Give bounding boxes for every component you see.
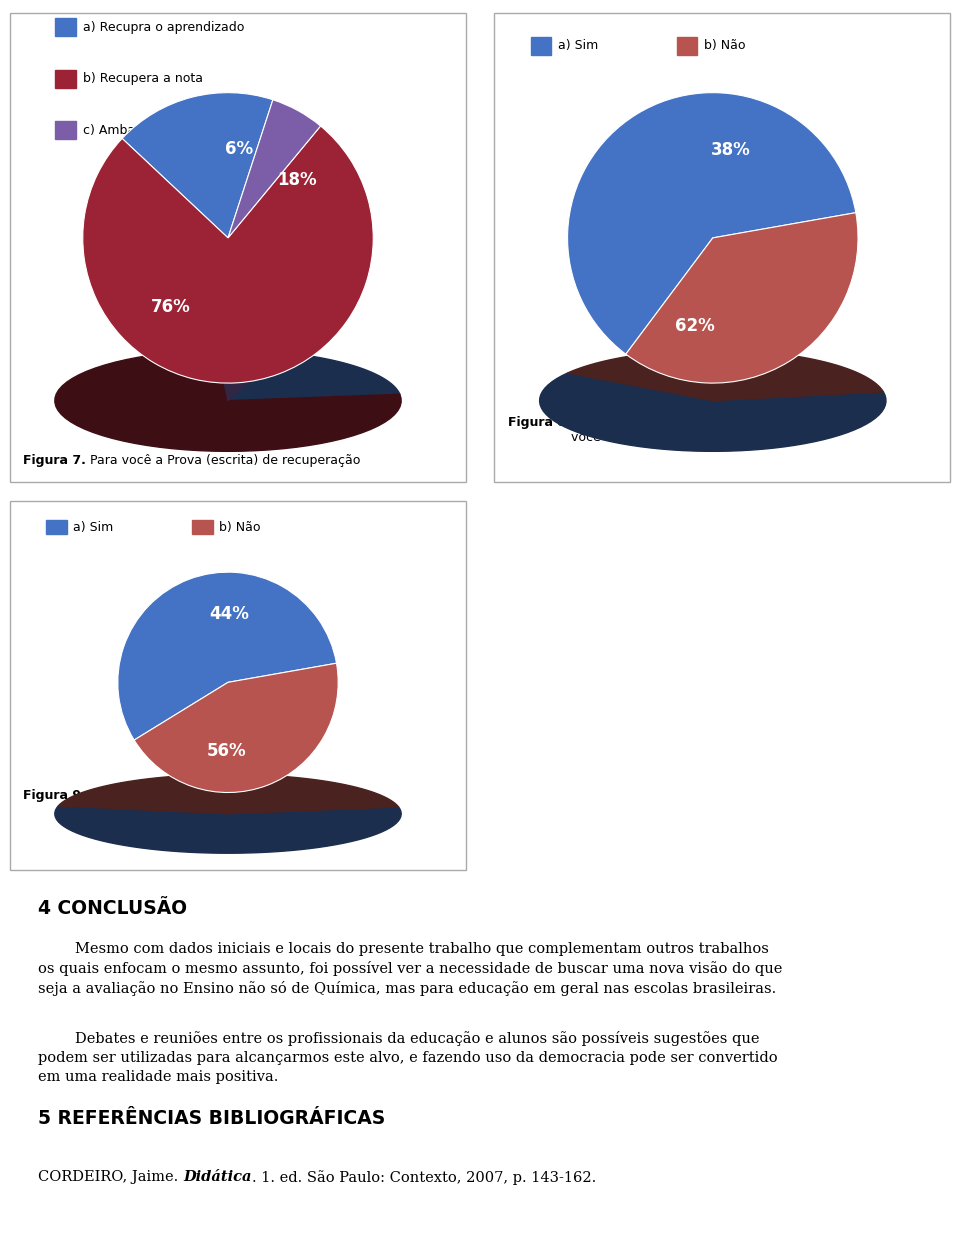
Bar <box>55 70 76 88</box>
Text: 18%: 18% <box>277 172 317 189</box>
Text: Debates e reuniões entre os profissionais da educação e alunos são possíveis sug: Debates e reuniões entre os profissionai… <box>38 1030 778 1084</box>
Text: c) Ambas as alternativas: c) Ambas as alternativas <box>83 124 238 136</box>
Text: Didática: Didática <box>183 1169 252 1184</box>
Text: CORDEIRO, Jaime.: CORDEIRO, Jaime. <box>38 1169 183 1184</box>
Text: Para você uma boa nota implica dizer que
você REALMENTE aprendeu?: Para você uma boa nota implica dizer que… <box>571 416 839 444</box>
Text: 44%: 44% <box>209 605 249 623</box>
Text: Figura 8.: Figura 8. <box>508 416 571 429</box>
Bar <box>192 520 212 535</box>
Polygon shape <box>540 373 886 451</box>
Text: a) Sim: a) Sim <box>559 39 598 53</box>
Text: 38%: 38% <box>711 140 751 159</box>
FancyBboxPatch shape <box>10 501 466 870</box>
Bar <box>55 18 76 36</box>
Text: b) Não: b) Não <box>705 39 746 53</box>
Text: 4 CONCLUSÃO: 4 CONCLUSÃO <box>38 899 187 918</box>
Wedge shape <box>567 93 855 354</box>
FancyBboxPatch shape <box>494 13 950 482</box>
Text: b) Recupera a nota: b) Recupera a nota <box>83 73 203 85</box>
Text: 56%: 56% <box>207 741 247 760</box>
Bar <box>531 36 551 55</box>
Text: 62%: 62% <box>675 317 714 336</box>
Wedge shape <box>626 213 858 383</box>
Bar <box>46 520 66 535</box>
Text: b) Não: b) Não <box>219 521 261 533</box>
Text: Para você a Prova (escrita) de recuperação: Para você a Prova (escrita) de recuperaç… <box>86 454 361 467</box>
Wedge shape <box>122 93 273 238</box>
Bar <box>55 121 76 139</box>
Text: Figura 9.: Figura 9. <box>23 789 86 801</box>
Text: 6%: 6% <box>226 139 253 158</box>
Text: Figura 7.: Figura 7. <box>23 454 86 467</box>
Text: Para você uma boa nota do seu colega
implica dizer que você REALMENTE aprendeu
m: Para você uma boa nota do seu colega imp… <box>86 789 371 831</box>
Text: 5 REFERÊNCIAS BIBLIOGRÁFICAS: 5 REFERÊNCIAS BIBLIOGRÁFICAS <box>38 1109 386 1128</box>
Polygon shape <box>55 351 401 451</box>
Text: a) Recupra o aprendizado: a) Recupra o aprendizado <box>83 20 244 34</box>
Wedge shape <box>118 572 337 740</box>
Wedge shape <box>83 126 373 383</box>
Text: a) Sim: a) Sim <box>73 521 113 533</box>
Polygon shape <box>568 351 883 401</box>
Wedge shape <box>228 100 321 238</box>
Polygon shape <box>228 352 400 401</box>
Text: 76%: 76% <box>151 298 190 317</box>
Text: Mesmo com dados iniciais e locais do presente trabalho que complementam outros t: Mesmo com dados iniciais e locais do pre… <box>38 942 782 997</box>
FancyBboxPatch shape <box>10 13 466 482</box>
Polygon shape <box>217 351 281 401</box>
Wedge shape <box>134 664 338 793</box>
Bar <box>677 36 697 55</box>
Polygon shape <box>55 806 401 853</box>
Polygon shape <box>59 775 398 814</box>
Text: . 1. ed. São Paulo: Contexto, 2007, p. 143-162.: . 1. ed. São Paulo: Contexto, 2007, p. 1… <box>252 1169 596 1184</box>
